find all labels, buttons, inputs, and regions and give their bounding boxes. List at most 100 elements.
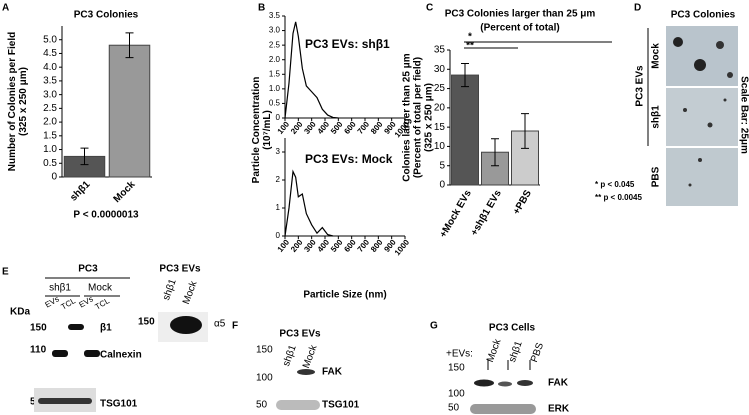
error-bar xyxy=(80,147,89,166)
y-axis-label: (325 x 250 μm) xyxy=(18,67,29,136)
band xyxy=(84,350,100,357)
panel-letter: F xyxy=(232,321,238,332)
group-label: PC3 EVs xyxy=(635,65,646,107)
y-tick-label: 1 xyxy=(276,203,281,212)
colony xyxy=(707,122,713,128)
y-tick-label: 2.5 xyxy=(269,40,281,49)
marker: 150 xyxy=(138,317,155,328)
panel-letter: D xyxy=(634,3,641,14)
y-axis-label: Number of Colonies per Field xyxy=(7,32,18,171)
bar xyxy=(451,74,479,186)
x-tick-label: 500 xyxy=(329,119,345,135)
panel-letter: C xyxy=(426,3,433,14)
lane-label: TCL xyxy=(94,296,112,312)
group-label: shβ1 xyxy=(49,283,71,294)
marker: 100 xyxy=(256,373,273,384)
micrograph xyxy=(666,148,738,206)
bar xyxy=(511,130,539,186)
error-bar xyxy=(461,63,469,88)
chart-title: PC3 Colonies xyxy=(74,10,139,21)
colony xyxy=(723,98,727,102)
annotation: ** p < 0.0045 xyxy=(595,193,642,202)
y-tick-label: 30 xyxy=(434,64,446,75)
band xyxy=(170,316,202,334)
chart-title: PC3 EVs: Mock xyxy=(305,152,393,166)
colony xyxy=(688,183,692,187)
y-tick-label: 2.0 xyxy=(43,117,57,128)
marker: 150 xyxy=(448,363,465,374)
lane-label: shβ1 xyxy=(507,339,525,364)
row-label: shβ1 xyxy=(651,105,662,129)
band-label: TSG101 xyxy=(100,399,138,410)
band xyxy=(517,380,533,386)
x-tick-label: 400 xyxy=(316,119,332,135)
y-tick-label: 5.0 xyxy=(43,34,57,45)
x-tick-label: +PBS xyxy=(511,188,534,217)
y-tick-label: 2 xyxy=(276,175,281,184)
y-axis-label: Particle Concentration xyxy=(251,77,262,184)
band xyxy=(474,379,494,387)
y-tick-label: 0 xyxy=(439,180,445,191)
band xyxy=(498,381,512,387)
x-tick-label: 600 xyxy=(342,119,358,135)
y-tick-label: 0 xyxy=(51,172,57,183)
line xyxy=(284,21,339,119)
marker: 50 xyxy=(448,403,460,414)
y-tick-label: 2.0 xyxy=(269,55,281,64)
blot-title: PC3 EVs xyxy=(159,264,201,275)
marker: 100 xyxy=(448,389,465,400)
x-tick-label: 800 xyxy=(369,119,385,135)
band-label: β1 xyxy=(100,323,112,334)
colony xyxy=(698,158,702,162)
colony xyxy=(694,59,706,71)
annotation: P < 0.0000013 xyxy=(73,210,139,221)
chart-title: PC3 EVs: shβ1 xyxy=(305,37,390,51)
x-tick-label: 1000 xyxy=(393,237,412,257)
row-label: PBS xyxy=(651,166,662,187)
marker: 110 xyxy=(30,345,47,356)
lane-label: PBS xyxy=(529,341,546,364)
error-bar xyxy=(125,32,134,59)
micrograph xyxy=(666,26,738,86)
y-tick-label: 15 xyxy=(434,122,446,133)
line xyxy=(284,169,334,237)
colony xyxy=(727,72,733,78)
error-bar xyxy=(491,138,499,167)
x-tick-label: Mock xyxy=(112,179,138,205)
y-tick-label: 3 xyxy=(276,147,281,156)
y-axis-label: (Percent of total per field) xyxy=(413,57,424,178)
lane-label: TCL xyxy=(60,296,78,312)
y-axis-label: (10⁷/mL) xyxy=(262,110,273,150)
y-tick-label: 3.0 xyxy=(43,89,57,100)
y-tick-label: 10 xyxy=(434,141,446,152)
panel-title: PC3 Colonies xyxy=(671,10,736,21)
x-tick-label: 500 xyxy=(329,237,345,253)
chart-subtitle: (Percent of total) xyxy=(480,23,559,34)
band xyxy=(276,400,320,410)
y-tick-label: 1.0 xyxy=(43,144,57,155)
y-tick-label: 3.5 xyxy=(43,76,57,87)
panel-letter: A xyxy=(2,3,9,14)
micrograph xyxy=(666,88,738,146)
error-bar xyxy=(521,113,529,149)
band-label: FAK xyxy=(322,367,343,378)
panel-letter: G xyxy=(430,321,438,332)
x-tick-label: 200 xyxy=(289,237,305,253)
x-tick-label: 700 xyxy=(356,237,372,253)
bar xyxy=(108,44,151,178)
blot-title: PC3 Cells xyxy=(489,323,536,334)
blot-title: PC3 xyxy=(78,264,98,275)
y-tick-label: 2.5 xyxy=(43,103,57,114)
lane-label: EVs xyxy=(78,294,95,309)
scale-label: Scale Bar: 25μm xyxy=(738,76,749,154)
band xyxy=(38,398,92,404)
band-label: ERK xyxy=(548,404,570,415)
y-tick-label: 5 xyxy=(439,160,445,171)
y-tick-label: 3.0 xyxy=(269,26,281,35)
y-tick-label: 4.0 xyxy=(43,62,57,73)
x-tick-label: shβ1 xyxy=(68,179,93,204)
x-tick-label: 400 xyxy=(316,237,332,253)
y-axis-label: (325 x 250 μm) xyxy=(424,83,435,152)
panel-letter: B xyxy=(258,3,265,14)
lane-label: Mock xyxy=(485,337,504,364)
